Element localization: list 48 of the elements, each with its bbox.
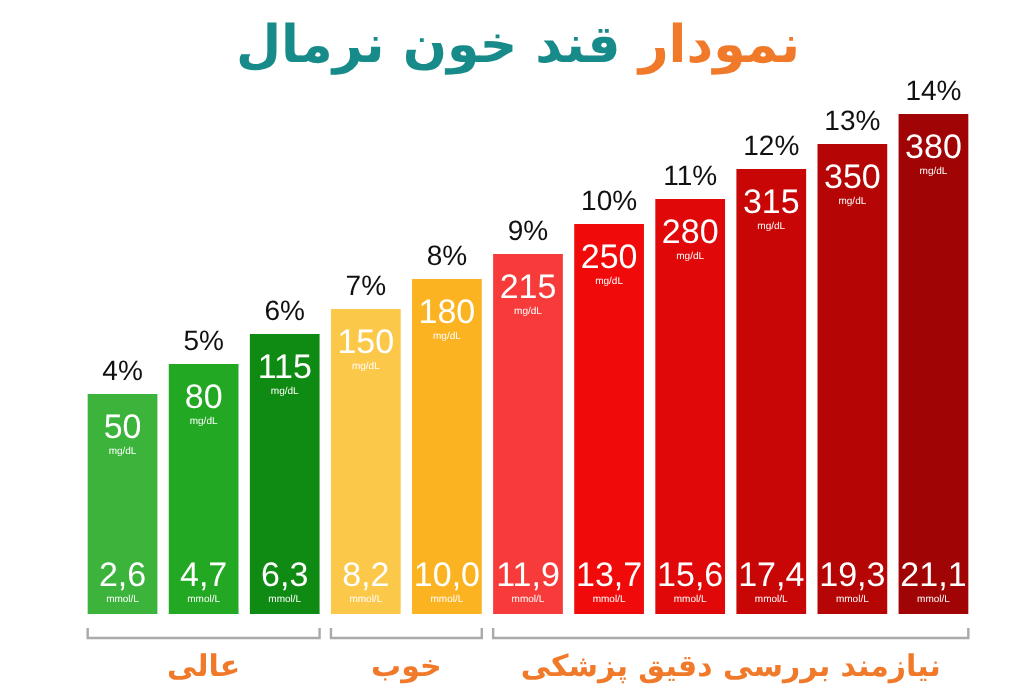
bar	[249, 334, 320, 614]
annotation: 13,7	[576, 556, 643, 594]
annotation: 17,4	[738, 556, 805, 594]
bar	[655, 199, 726, 614]
annotation: 250	[580, 238, 638, 276]
x-tick-label: 6%	[264, 293, 305, 326]
bar	[736, 169, 807, 614]
annotation: 8,2	[342, 556, 390, 594]
x-tick-label: 9%	[507, 213, 549, 246]
text: عالی	[166, 647, 241, 684]
annotation: 10,0	[413, 556, 480, 594]
bar	[412, 279, 482, 614]
annotation: 380	[905, 128, 962, 166]
x-tick-label: 5%	[183, 323, 224, 356]
annotation: 19,3	[819, 556, 886, 594]
annotation: 150	[337, 323, 395, 361]
annotation: 11,9	[496, 556, 560, 594]
text: خوب	[371, 647, 442, 684]
annotation: 50	[103, 408, 142, 446]
annotation: 350	[823, 158, 881, 196]
x-tick-label: 14%	[905, 73, 962, 106]
annotation: 280	[661, 213, 719, 251]
x-tick-label: 8%	[426, 238, 468, 271]
text: نیازمند بررسی دقیق پزشکی	[520, 647, 941, 684]
bar	[168, 364, 239, 614]
annotation: 21,1	[900, 556, 967, 594]
bar	[817, 144, 888, 614]
annotation: 180	[418, 293, 476, 331]
x-tick-label: 13%	[824, 103, 881, 136]
chart-title: نمودار قند خون نرمال	[233, 16, 803, 76]
x-tick-label: 4%	[102, 353, 143, 386]
x-tick-label: 7%	[345, 268, 387, 301]
annotation: 2,6	[98, 556, 147, 594]
x-tick-label: 11%	[663, 158, 718, 191]
annotation: 215	[499, 268, 557, 306]
annotation: 80	[184, 378, 223, 416]
bar	[330, 309, 401, 614]
bar	[574, 224, 644, 614]
bar	[493, 254, 563, 614]
annotation: 115	[257, 348, 312, 386]
annotation: 315	[742, 183, 800, 221]
bar	[87, 394, 158, 614]
annotation: 6,3	[261, 556, 309, 594]
annotation: 4,7	[180, 556, 228, 594]
x-tick-label: 10%	[581, 183, 638, 216]
bar	[898, 114, 969, 614]
annotation: 15,6	[657, 556, 724, 594]
x-tick-label: 12%	[743, 128, 800, 161]
